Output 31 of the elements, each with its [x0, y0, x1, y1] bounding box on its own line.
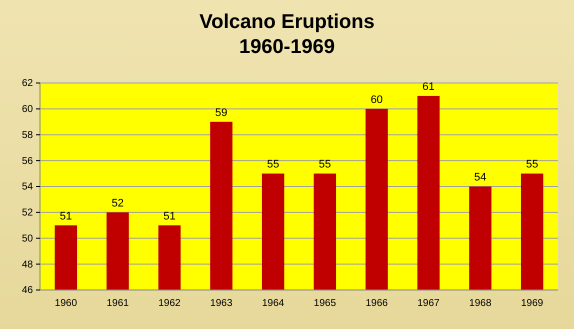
y-tick-label: 60 — [22, 104, 34, 116]
y-tick-label: 56 — [22, 156, 34, 167]
y-tick-label: 46 — [22, 285, 34, 296]
data-label: 60 — [370, 94, 383, 106]
y-tick-label: 50 — [22, 233, 34, 244]
data-label: 59 — [215, 106, 228, 119]
y-tick-label: 62 — [22, 78, 34, 90]
y-tick-label: 58 — [22, 130, 34, 141]
data-label: 51 — [163, 210, 176, 222]
x-tick-label: 1969 — [520, 298, 544, 310]
x-tick-label: 1960 — [54, 298, 78, 310]
y-tick-label: 48 — [22, 259, 34, 270]
y-tick-label: 52 — [22, 208, 34, 219]
x-tick-label: 1967 — [417, 298, 440, 310]
x-tick-label: 1966 — [366, 298, 388, 310]
x-tick-label: 1963 — [210, 298, 233, 310]
chart-subtitle: 1960-1969 — [239, 36, 335, 58]
data-label: 61 — [422, 80, 435, 93]
data-label: 54 — [474, 172, 486, 184]
x-tick-label: 1968 — [469, 298, 492, 310]
chart-title: Volcano Eruptions — [199, 11, 375, 33]
x-tick-label: 1961 — [106, 298, 130, 310]
x-tick-label: 1962 — [158, 298, 182, 310]
data-label: 52 — [112, 197, 124, 210]
data-label: 51 — [60, 210, 72, 222]
data-label: 55 — [266, 158, 280, 171]
x-tick-label: 1964 — [262, 298, 285, 310]
y-tick-label: 54 — [22, 182, 34, 193]
x-tick-label: 1965 — [314, 298, 336, 310]
data-label: 55 — [318, 158, 332, 171]
data-label: 55 — [526, 158, 538, 171]
